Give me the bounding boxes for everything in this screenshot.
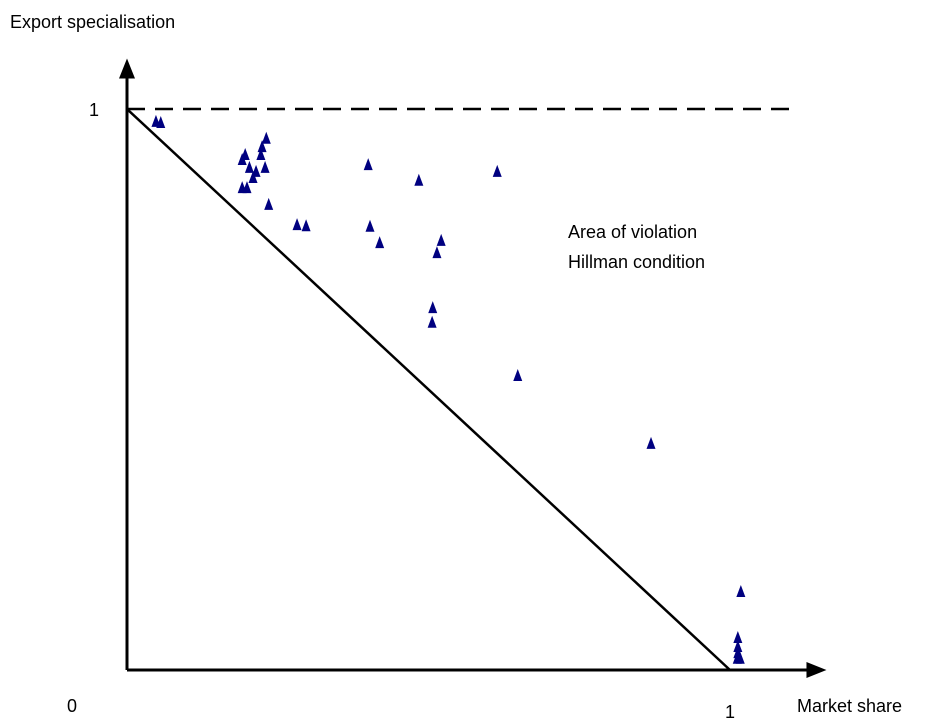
point (301, 219, 311, 232)
point (733, 646, 743, 659)
point (240, 148, 250, 161)
x-axis-label: Market share (797, 696, 902, 716)
point (156, 116, 166, 129)
point (244, 160, 254, 173)
point (260, 160, 270, 173)
point (248, 171, 258, 184)
point (733, 631, 743, 644)
x-tick-label: 1 (725, 702, 735, 720)
solid-line (126, 108, 731, 671)
point (256, 148, 266, 161)
point (375, 236, 385, 249)
point (736, 585, 746, 598)
point (365, 219, 375, 232)
x-axis-arrow (806, 662, 827, 678)
point (292, 218, 302, 231)
point (436, 233, 446, 246)
y-tick-label: 1 (89, 100, 99, 120)
point (264, 197, 274, 210)
point (733, 639, 743, 652)
y-axis-arrow (119, 58, 135, 79)
point (428, 301, 438, 314)
x-tick-label: 0 (67, 696, 77, 716)
point (363, 158, 373, 171)
point (251, 164, 261, 177)
point (492, 164, 502, 177)
point (242, 181, 252, 194)
point (646, 436, 656, 449)
annotation: Area of violation (568, 222, 697, 242)
point (513, 369, 523, 382)
point (257, 140, 267, 153)
point (414, 173, 424, 186)
point (427, 315, 437, 328)
point (432, 246, 442, 259)
y-axis-label: Export specialisation (10, 12, 175, 32)
annotation: Hillman condition (568, 252, 705, 272)
point (261, 131, 271, 144)
